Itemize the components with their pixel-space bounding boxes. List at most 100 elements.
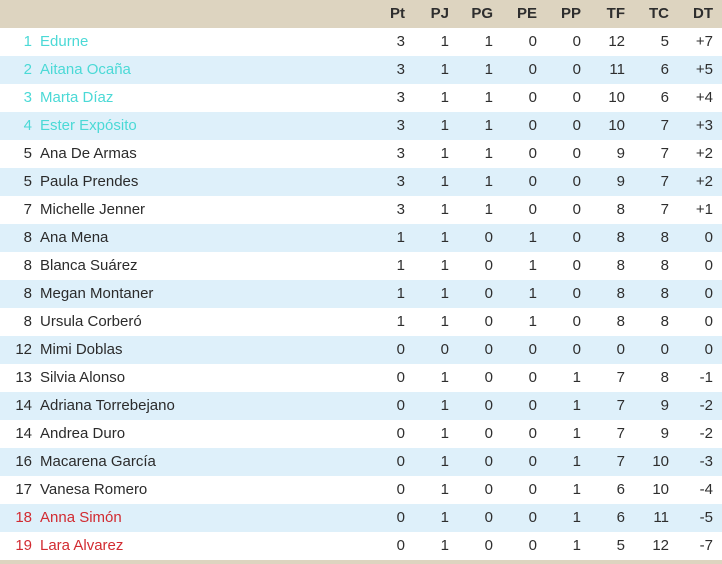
player-name[interactable]: Ana De Armas	[40, 145, 137, 162]
stat-cell: 1	[396, 229, 405, 246]
stat-cell: 0	[572, 201, 581, 218]
stat-cell: 0	[528, 61, 537, 78]
stat-cell: 3	[396, 145, 405, 162]
table-row: 7 Michelle Jenner 3 1 1 0 0 8 7 +1	[0, 196, 722, 224]
stat-cell: 0	[484, 257, 493, 274]
stat-cell: 0	[572, 229, 581, 246]
table-row: 3 Marta Díaz 3 1 1 0 0 10 6 +4	[0, 84, 722, 112]
stat-cell: 9	[616, 145, 625, 162]
stat-cell: 1	[528, 257, 537, 274]
table-row: 19 Lara Alvarez 0 1 0 0 1 5 12 -7	[0, 532, 722, 560]
player-name[interactable]: Blanca Suárez	[40, 257, 138, 274]
stat-cell: 0	[704, 341, 713, 358]
table-row: 4 Ester Expósito 3 1 1 0 0 10 7 +3	[0, 112, 722, 140]
player-name[interactable]: Ursula Corberó	[40, 313, 142, 330]
player-name[interactable]: Ester Expósito	[40, 117, 137, 134]
player-name[interactable]: Ana Mena	[40, 229, 109, 246]
stat-cell: 1	[440, 33, 449, 50]
player-name[interactable]: Silvia Alonso	[40, 369, 126, 386]
stat-cell: 1	[528, 229, 537, 246]
player-name[interactable]: Aitana Ocaña	[40, 61, 131, 78]
stat-cell: 5	[616, 537, 625, 554]
stat-cell: 1	[528, 313, 537, 330]
table-row: 1 Edurne 3 1 1 0 0 12 5 +7	[0, 28, 722, 56]
stat-cell: 1	[396, 313, 405, 330]
stat-cell: 1	[440, 229, 449, 246]
position-cell: 19	[15, 537, 32, 554]
stat-cell: 7	[660, 145, 669, 162]
header-position-cell	[0, 0, 32, 28]
column-header-pj: PJ	[430, 5, 449, 22]
stat-cell: +2	[695, 145, 713, 162]
stat-cell: 0	[572, 173, 581, 190]
player-name[interactable]: Vanesa Romero	[40, 481, 148, 498]
player-name[interactable]: Lara Alvarez	[40, 537, 124, 554]
stat-cell: 12	[608, 33, 625, 50]
stat-cell: 1	[440, 117, 449, 134]
table-row: 8 Ursula Corberó 1 1 0 1 0 8 8 0	[0, 308, 722, 336]
table-row: 14 Adriana Torrebejano 0 1 0 0 1 7 9 -2	[0, 392, 722, 420]
stat-cell: 1	[528, 285, 537, 302]
stat-cell: 0	[572, 33, 581, 50]
position-cell: 8	[23, 229, 32, 246]
column-header-pt: Pt	[390, 5, 405, 22]
player-name[interactable]: Andrea Duro	[40, 425, 126, 442]
column-header-pe: PE	[516, 5, 537, 22]
stat-cell: 0	[396, 481, 405, 498]
position-cell: 1	[23, 33, 32, 50]
stat-cell: 1	[440, 173, 449, 190]
stat-cell: 1	[484, 61, 493, 78]
stat-cell: 3	[396, 89, 405, 106]
player-name[interactable]: Megan Montaner	[40, 285, 154, 302]
stat-cell: 0	[528, 537, 537, 554]
stat-cell: 1	[484, 33, 493, 50]
stat-cell: 0	[484, 425, 493, 442]
stat-cell: 0	[528, 481, 537, 498]
stat-cell: 1	[440, 257, 449, 274]
stat-cell: +7	[695, 33, 713, 50]
stat-cell: 0	[528, 453, 537, 470]
player-name[interactable]: Adriana Torrebejano	[40, 397, 175, 414]
player-name[interactable]: Marta Díaz	[40, 89, 114, 106]
stat-cell: 1	[440, 285, 449, 302]
stat-cell: +1	[695, 201, 713, 218]
position-cell: 8	[23, 313, 32, 330]
table-header: Pt PJ PG PE PP TF TC DT	[0, 0, 722, 28]
table-row: 8 Blanca Suárez 1 1 0 1 0 8 8 0	[0, 252, 722, 280]
footer-strip	[0, 560, 722, 564]
stat-cell: 1	[484, 201, 493, 218]
stat-cell: 0	[572, 257, 581, 274]
column-header-tf: TF	[606, 5, 625, 22]
column-header-dt: DT	[693, 5, 713, 22]
position-cell: 3	[23, 89, 32, 106]
stat-cell: 10	[652, 453, 669, 470]
table-row: 5 Ana De Armas 3 1 1 0 0 9 7 +2	[0, 140, 722, 168]
player-name[interactable]: Paula Prendes	[40, 173, 139, 190]
stat-cell: 1	[440, 453, 449, 470]
player-name[interactable]: Macarena García	[40, 453, 156, 470]
stat-cell: 1	[440, 61, 449, 78]
stat-cell: 0	[704, 285, 713, 302]
stat-cell: -1	[699, 369, 713, 386]
position-cell: 18	[15, 509, 32, 526]
column-header-tc: TC	[649, 5, 669, 22]
stat-cell: -2	[699, 397, 713, 414]
player-name[interactable]: Mimi Doblas	[40, 341, 123, 358]
player-name[interactable]: Michelle Jenner	[40, 201, 146, 218]
stat-cell: 0	[484, 341, 493, 358]
stat-cell: 0	[528, 89, 537, 106]
stat-cell: 0	[484, 285, 493, 302]
stat-cell: 7	[616, 369, 625, 386]
stat-cell: 1	[440, 425, 449, 442]
table-row: 14 Andrea Duro 0 1 0 0 1 7 9 -2	[0, 420, 722, 448]
stat-cell: 1	[484, 117, 493, 134]
stat-cell: 0	[396, 453, 405, 470]
stat-cell: 1	[572, 537, 581, 554]
player-name[interactable]: Anna Simón	[40, 509, 122, 526]
player-name[interactable]: Edurne	[40, 33, 89, 50]
stat-cell: 8	[660, 229, 669, 246]
stat-cell: 8	[616, 313, 625, 330]
stat-cell: 1	[572, 425, 581, 442]
